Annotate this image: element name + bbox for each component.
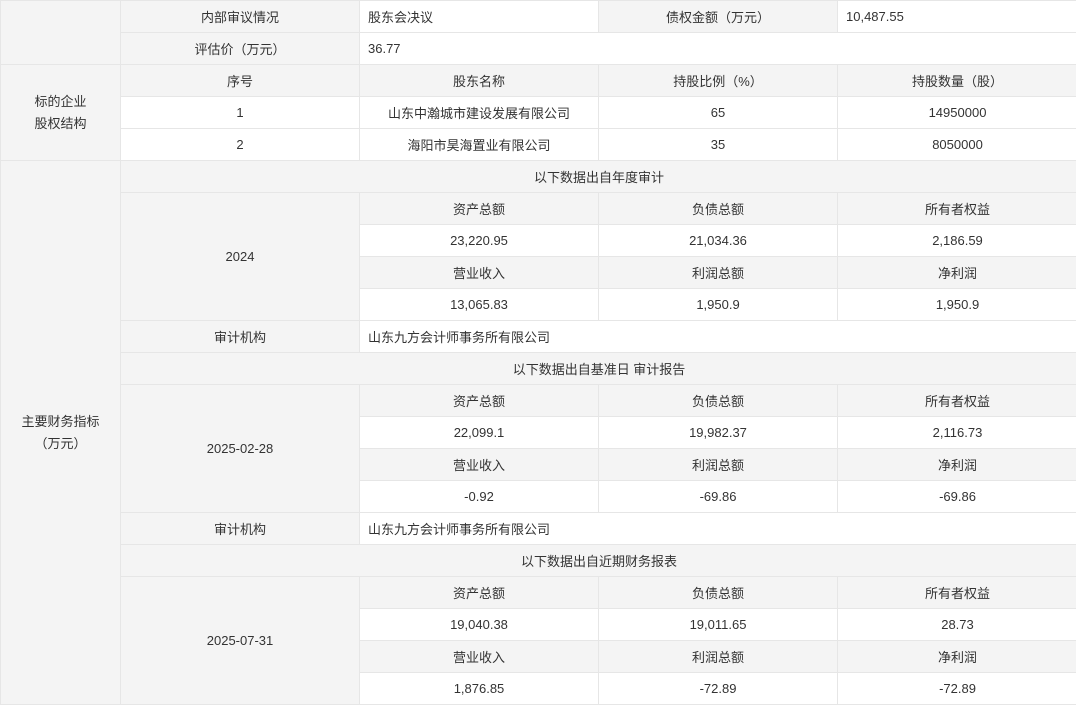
- equity-row: 2 海阳市昊海置业有限公司 35 8050000: [1, 128, 1076, 161]
- equity-row: 1 山东中瀚城市建设发展有限公司 65 14950000: [1, 96, 1076, 129]
- period-title-row: 以下数据出自近期财务报表: [1, 544, 1076, 577]
- header-shares: 持股数量（股）: [837, 64, 1076, 97]
- metric-label: 所有者权益: [837, 576, 1076, 609]
- equity-index: 1: [120, 96, 360, 129]
- metric-value: 19,982.37: [598, 416, 838, 449]
- internal-review-value: 股东会决议: [359, 0, 599, 33]
- financial-value-row: 23,220.95 21,034.36 2,186.59: [1, 224, 1076, 257]
- equity-label-line1: 标的企业: [34, 93, 87, 109]
- internal-review-row: 内部审议情况 股东会决议 债权金额（万元） 10,487.55: [0, 0, 1076, 65]
- metric-label: 净利润: [837, 448, 1076, 481]
- metric-label: 所有者权益: [837, 384, 1076, 417]
- metric-label: 负债总额: [598, 384, 838, 417]
- equity-shares: 14950000: [837, 96, 1076, 129]
- equity-ratio: 35: [598, 128, 838, 161]
- metric-label: 营业收入: [359, 640, 599, 673]
- period-title: 以下数据出自近期财务报表: [120, 544, 1076, 577]
- valuation-row: 评估价（万元） 36.77: [1, 32, 1076, 65]
- equity-ratio: 65: [598, 96, 838, 129]
- header-ratio: 持股比例（%）: [598, 64, 838, 97]
- audit-org-row: 审计机构 山东九方会计师事务所有限公司: [1, 512, 1076, 545]
- metric-value: 2,116.73: [837, 416, 1076, 449]
- metric-value: 2,186.59: [837, 224, 1076, 257]
- equity-shares: 8050000: [837, 128, 1076, 161]
- blank-cell: [0, 0, 121, 65]
- metric-label: 负债总额: [598, 192, 838, 225]
- equity-shareholder: 山东中瀚城市建设发展有限公司: [359, 96, 599, 129]
- financial-header-row: 营业收入 利润总额 净利润: [1, 640, 1076, 673]
- metric-value: 21,034.36: [598, 224, 838, 257]
- metric-label: 资产总额: [359, 576, 599, 609]
- metric-value: 1,950.9: [598, 288, 838, 321]
- metric-label: 利润总额: [598, 640, 838, 673]
- period-title: 以下数据出自基准日 审计报告: [120, 352, 1076, 385]
- financial-header-row: 营业收入 利润总额 净利润: [1, 256, 1076, 289]
- metric-label: 资产总额: [359, 384, 599, 417]
- metric-value: 19,011.65: [598, 608, 838, 641]
- financial-value-row: 1,876.85 -72.89 -72.89: [1, 672, 1076, 705]
- period-title-row: 以下数据出自基准日 审计报告: [1, 352, 1076, 385]
- financial-value-row: 13,065.83 1,950.9 1,950.9: [1, 288, 1076, 321]
- audit-org-label: 审计机构: [120, 320, 360, 353]
- audit-org-row: 审计机构 山东九方会计师事务所有限公司: [1, 320, 1076, 353]
- financial-value-row: 19,040.38 19,011.65 28.73: [1, 608, 1076, 641]
- metric-label: 利润总额: [598, 448, 838, 481]
- equity-header-row: 标的企业股权结构 序号 股东名称 持股比例（%） 持股数量（股）: [0, 64, 1076, 161]
- period-title: 以下数据出自年度审计: [120, 160, 1076, 193]
- metric-value: -69.86: [837, 480, 1076, 513]
- metric-label: 所有者权益: [837, 192, 1076, 225]
- financial-header-row: 2025-07-31 资产总额 负债总额 所有者权益: [1, 576, 1076, 705]
- financial-section-label: 主要财务指标 （万元）: [0, 160, 121, 705]
- metric-label: 利润总额: [598, 256, 838, 289]
- valuation-value: 36.77: [359, 32, 1076, 65]
- metric-value: 23,220.95: [359, 224, 599, 257]
- equity-label-line2: 股权结构: [34, 115, 87, 131]
- equity-index: 2: [120, 128, 360, 161]
- financial-label-line1: 主要财务指标: [21, 413, 100, 429]
- metric-label: 净利润: [837, 256, 1076, 289]
- metric-label: 营业收入: [359, 448, 599, 481]
- metric-value: 22,099.1: [359, 416, 599, 449]
- metric-label: 负债总额: [598, 576, 838, 609]
- metric-value: -0.92: [359, 480, 599, 513]
- period-date: 2025-02-28: [120, 384, 360, 513]
- period-date: 2024: [120, 192, 360, 321]
- financial-value-row: 22,099.1 19,982.37 2,116.73: [1, 416, 1076, 449]
- financial-label-line2: （万元）: [34, 435, 87, 451]
- metric-value: -72.89: [598, 672, 838, 705]
- header-index: 序号: [120, 64, 360, 97]
- equity-section-label: 标的企业 股权结构: [0, 64, 121, 161]
- internal-review-label: 内部审议情况: [120, 0, 360, 33]
- metric-label: 资产总额: [359, 192, 599, 225]
- metric-value: 19,040.38: [359, 608, 599, 641]
- valuation-label: 评估价（万元）: [120, 32, 360, 65]
- financial-value-row: -0.92 -69.86 -69.86: [1, 480, 1076, 513]
- header-shareholder: 股东名称: [359, 64, 599, 97]
- audit-org-label: 审计机构: [120, 512, 360, 545]
- metric-value: 1,950.9: [837, 288, 1076, 321]
- audit-org-value: 山东九方会计师事务所有限公司: [359, 512, 1076, 545]
- equity-shareholder: 海阳市昊海置业有限公司: [359, 128, 599, 161]
- period-title-row: 主要财务指标 （万元） 以下数据出自年度审计: [0, 160, 1076, 705]
- claim-amount-value: 10,487.55: [837, 0, 1076, 33]
- metric-value: -72.89: [837, 672, 1076, 705]
- audit-org-value: 山东九方会计师事务所有限公司: [359, 320, 1076, 353]
- metric-value: -69.86: [598, 480, 838, 513]
- period-date: 2025-07-31: [120, 576, 360, 705]
- financial-header-row: 2025-02-28 资产总额 负债总额 所有者权益: [1, 384, 1076, 513]
- claim-amount-label: 债权金额（万元）: [598, 0, 838, 33]
- metric-value: 13,065.83: [359, 288, 599, 321]
- metric-label: 营业收入: [359, 256, 599, 289]
- metric-value: 1,876.85: [359, 672, 599, 705]
- metric-value: 28.73: [837, 608, 1076, 641]
- metric-label: 净利润: [837, 640, 1076, 673]
- financial-header-row: 2024 资产总额 负债总额 所有者权益: [1, 192, 1076, 321]
